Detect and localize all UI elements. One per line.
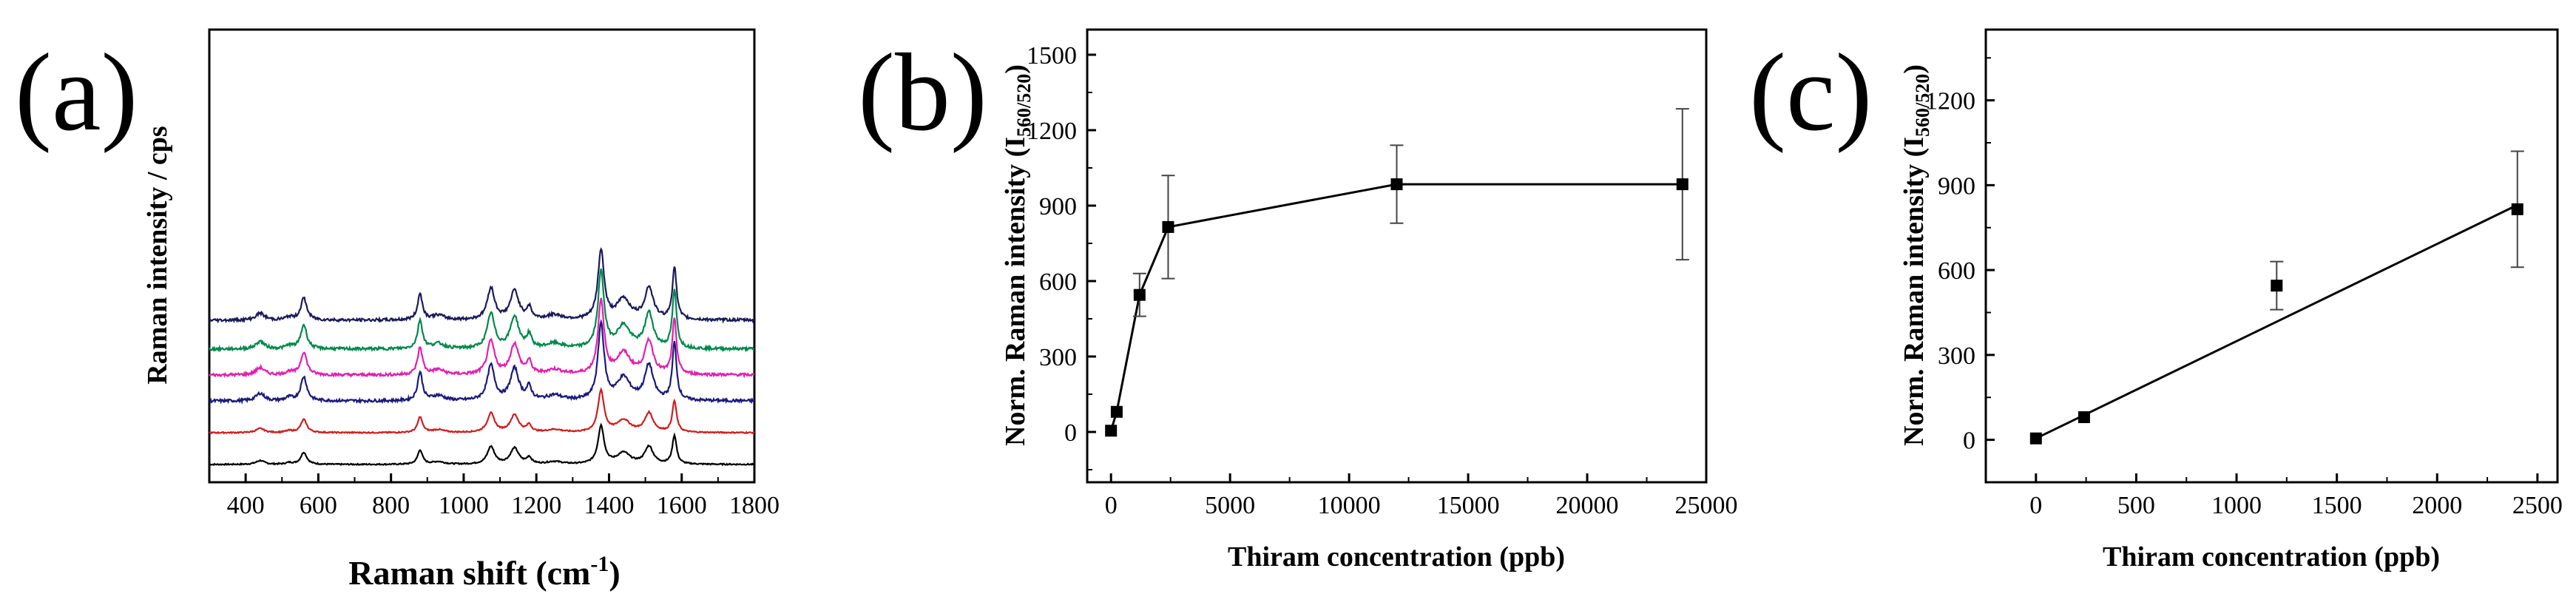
panel-b-y-axis-title: Norm. Raman intensity (I560/520): [1000, 64, 1035, 446]
panel-b-x-tick-label: 5000: [1205, 492, 1255, 519]
panel-b-y-axis-title-close: ): [1000, 64, 1031, 74]
panel-a-spectrum-5-line: [209, 268, 754, 353]
panel-c-ticks: 0 500 1000 1500 2000 2500 0 300 600 900 1200: [1925, 57, 2563, 519]
panel-a-x-axis-title-close: ): [609, 554, 620, 592]
panel-c-data-point: [2029, 432, 2042, 445]
panel-b-data-point: [1162, 220, 1174, 233]
panel-a-y-axis-title: Raman intensity / cps: [142, 126, 173, 384]
panel-a-label: (a): [15, 31, 138, 154]
panel-b-ticks: 0 5000 10000 15000 20000 25000 0 300 600 900 1200 1…: [1027, 42, 1738, 519]
panel-b-y-tick-label: 600: [1039, 268, 1077, 296]
panel-b-y-tick-label: 1200: [1027, 118, 1077, 145]
panel-a-spectrum-2-line: [209, 387, 755, 435]
panel-a-x-tick-label: 400: [227, 492, 265, 519]
panel-a-spectrum-1-line: [209, 422, 755, 467]
panel-a-spectrum-3-line: [209, 319, 755, 405]
panel-c-data-point: [2271, 280, 2283, 292]
panel-b-x-axis-title: Thiram concentration (ppb): [1228, 541, 1565, 572]
panel-a-x-tick-label: 1600: [657, 492, 707, 519]
panel-c-data: [2029, 150, 2524, 445]
panel-b-label: (b): [858, 31, 987, 154]
panel-b-plot-frame: [1086, 28, 1708, 484]
panel-a-spectrum-4-line: [209, 297, 755, 379]
panel-a-x-tick-label: 1800: [729, 492, 780, 519]
panel-b-y-tick-label: 1500: [1027, 42, 1077, 70]
panel-b-data-point: [1110, 405, 1123, 418]
panel-a-x-tick-label: 800: [372, 492, 410, 519]
panel-b-data-point: [1390, 178, 1403, 191]
panel-b-y-tick-label: 900: [1039, 193, 1077, 220]
panel-c-x-tick-label: 2500: [2512, 492, 2563, 519]
panel-b-y-tick-label: 300: [1039, 344, 1077, 371]
panel-c-linear-range-plot: (c) 0 500 1000 1500 2000 2500 0 300 600 900 1200 N…: [1749, 28, 2563, 572]
panel-b-concentration-plot: (b) 0 5000 10000 15000 20000 25000 0 300 600 900 1…: [858, 28, 1738, 572]
panel-b-y-tick-label: 0: [1064, 419, 1077, 447]
panel-a-raman-spectra: (a) 400 600 800 1000 1200 1400 1600 1800 Raman …: [15, 28, 780, 592]
panel-a-x-tick-label: 1000: [439, 492, 489, 519]
panel-a-spectrum-6-line: [209, 247, 755, 324]
panel-b-data-point: [1133, 288, 1146, 301]
panel-c-x-tick-label: 0: [2029, 492, 2042, 519]
panel-c-y-tick-label: 300: [1938, 342, 1975, 370]
panel-c-x-tick-label: 1000: [2211, 492, 2262, 519]
panel-c-x-tick-label: 2000: [2412, 492, 2462, 519]
panel-b-x-tick-label: 25000: [1675, 492, 1738, 519]
panel-b-x-tick-label: 15000: [1437, 492, 1500, 519]
panel-b-x-tick-label: 20000: [1556, 492, 1619, 519]
panel-c-x-tick-label: 1500: [2312, 492, 2362, 519]
panel-c-y-axis-title-close: ): [1899, 64, 1930, 74]
panel-b-data: [1105, 108, 1689, 437]
panel-a-plot-frame: [208, 28, 756, 484]
panel-a-x-axis-title-main: Raman shift (cm: [348, 554, 590, 592]
panel-b-x-tick-label: 10000: [1318, 492, 1381, 519]
panel-a-x-tick-label: 1400: [584, 492, 634, 519]
panel-c-data-point: [2078, 411, 2090, 424]
panel-a-spectra-group: [209, 247, 755, 467]
panel-c-y-tick-label: 600: [1938, 257, 1975, 285]
panel-c-y-tick-label: 900: [1938, 172, 1975, 200]
panel-c-x-tick-label: 500: [2117, 492, 2155, 519]
panel-c-y-axis-title: Norm. Raman intensity (I560/520): [1899, 64, 1933, 446]
panel-b-data-point: [1105, 425, 1118, 437]
panel-a-x-tick-label: 600: [300, 492, 337, 519]
panel-c-plot-frame: [1984, 28, 2559, 484]
panel-c-y-tick-label: 1200: [1925, 88, 1975, 115]
panel-c-data-point: [2511, 203, 2523, 215]
panel-b-y-axis-title-sub: 560/520: [1013, 74, 1035, 137]
panel-c-fit-line: [2035, 203, 2518, 440]
panel-c-x-axis-title: Thiram concentration (ppb): [2103, 541, 2440, 572]
panel-a-x-ticks: 400 600 800 1000 1200 1400 1600 1800: [209, 473, 780, 519]
panel-c-y-axis-title-main: Norm. Raman intensity (I: [1899, 137, 1930, 446]
panel-c-y-tick-label: 0: [1963, 428, 1975, 455]
panel-c-label: (c): [1749, 31, 1872, 154]
panel-b-y-axis-title-main: Norm. Raman intensity (I: [1000, 137, 1031, 446]
panel-a-x-axis-title: Raman shift (cm-1): [348, 552, 620, 592]
panel-c-y-axis-title-sub: 560/520: [1912, 74, 1933, 137]
panel-a-x-tick-label: 1200: [511, 492, 561, 519]
panel-b-x-tick-label: 0: [1105, 492, 1118, 519]
panel-a-x-axis-title-sup: -1: [590, 552, 609, 576]
panel-b-data-point: [1676, 178, 1688, 191]
